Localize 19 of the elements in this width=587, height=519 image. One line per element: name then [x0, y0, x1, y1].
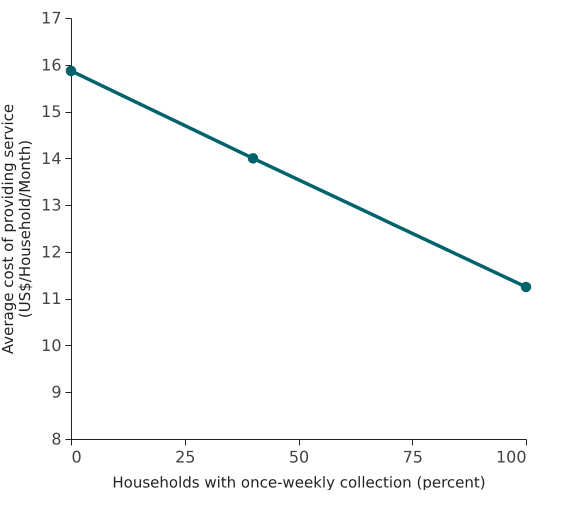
- y-tick-label: 8: [51, 430, 62, 448]
- point: [248, 153, 258, 164]
- x-tick-label: 75: [402, 448, 423, 466]
- point: [66, 66, 76, 76]
- y-axis-title: Average cost of providing service (US$/Household/Month): [0, 104, 34, 354]
- y-tick-label: 15: [41, 102, 62, 122]
- y-tick-label: 14: [41, 148, 62, 168]
- y-tick-label: 9: [51, 382, 62, 402]
- x-tick-label: 25: [175, 448, 196, 466]
- y-tick-label: 11: [41, 289, 62, 308]
- y-tick-label: 12: [41, 242, 62, 262]
- point: [520, 282, 532, 292]
- y-tick-label: 10: [41, 336, 62, 355]
- y-tick-label: 16: [41, 55, 62, 74]
- y-tick-label: 17: [41, 8, 62, 28]
- x-tick-label: 50: [288, 448, 310, 466]
- x-tick-label: 0: [72, 448, 82, 466]
- y-tick-label: 13: [41, 196, 62, 215]
- x-tick-label: 100: [496, 448, 526, 466]
